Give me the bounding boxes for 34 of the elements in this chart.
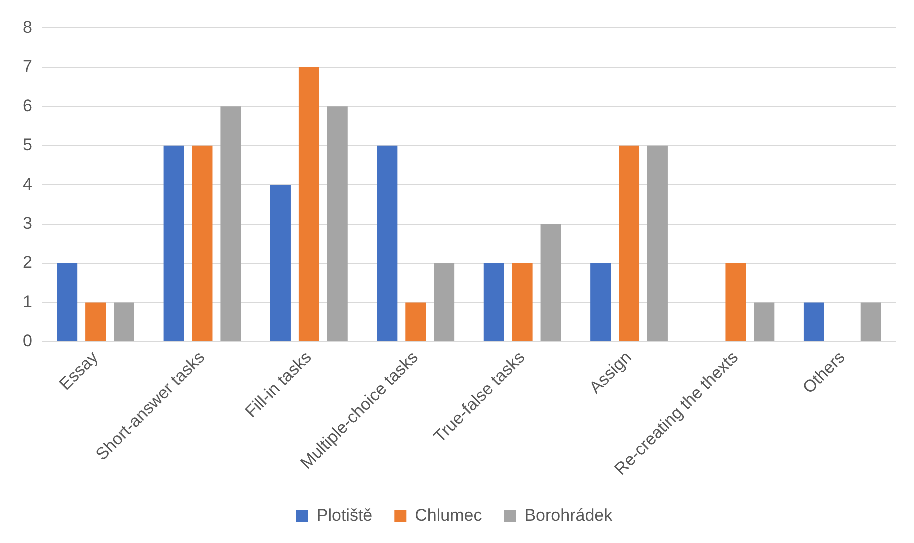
bar	[164, 146, 184, 342]
bar	[270, 185, 291, 342]
bar	[804, 302, 824, 342]
bar	[327, 106, 348, 342]
y-tick-label: 6	[22, 96, 32, 116]
bar	[192, 146, 213, 342]
bar	[647, 146, 668, 342]
bar	[114, 302, 134, 342]
bar	[86, 302, 106, 342]
legend-label: Chlumec	[415, 506, 483, 526]
legend-label: Borohrádek	[524, 506, 614, 526]
bar	[540, 224, 562, 342]
y-tick-label: 1	[22, 292, 32, 312]
y-tick-label: 2	[22, 253, 32, 272]
y-tick-label: 0	[22, 332, 32, 351]
bar	[512, 264, 533, 342]
bar	[434, 264, 455, 342]
bar	[590, 264, 612, 342]
y-tick-label: 8	[22, 18, 32, 37]
bar	[860, 302, 882, 342]
bar	[619, 146, 640, 342]
legend-label: Plotiště	[316, 506, 373, 526]
bar	[220, 106, 242, 342]
bar	[754, 302, 775, 342]
y-tick-label: 5	[22, 136, 32, 155]
bar	[484, 264, 504, 342]
bar	[377, 146, 398, 342]
bar	[298, 67, 320, 342]
y-tick-label: 4	[22, 174, 32, 194]
y-tick-label: 7	[22, 57, 32, 76]
bar	[726, 264, 746, 342]
bar	[57, 264, 78, 342]
bar	[406, 302, 426, 342]
y-tick-label: 3	[22, 214, 32, 233]
